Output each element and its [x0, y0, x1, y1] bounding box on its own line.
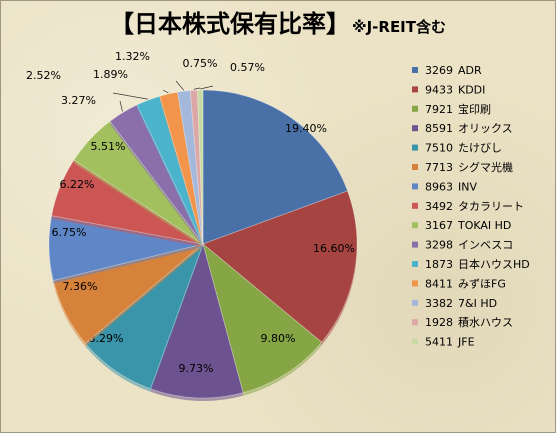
legend-swatch-7921 — [412, 105, 418, 112]
slice-label-3167: 5.51% — [91, 140, 126, 153]
legend-swatch-1928 — [412, 319, 418, 326]
pie-slice-3269 — [202, 89, 349, 245]
legend-label-3167: TOKAI HD — [457, 219, 511, 232]
pie-slice-3382 — [177, 90, 204, 245]
pie-slice-edge-1928 — [190, 93, 203, 248]
legend-swatch-8963 — [412, 183, 418, 190]
pie-slice-3298 — [109, 104, 204, 245]
legend-code-7921: 7921 — [425, 103, 453, 116]
pie-slice-3492 — [51, 159, 204, 245]
legend-swatch-7510 — [412, 144, 418, 151]
legend-swatch-3167 — [412, 222, 418, 229]
slice-label-9433: 16.60% — [313, 242, 355, 255]
pie-slice-7921 — [202, 242, 323, 394]
pie-slice-3167 — [73, 120, 204, 245]
chart-title: 【日本株式保有比率】 ※J-REIT含む — [0, 4, 556, 39]
legend-code-1928: 1928 — [425, 316, 453, 329]
legend-code-7713: 7713 — [425, 161, 453, 174]
legend-label-3492: タカラリート — [458, 200, 524, 213]
pie-slice-8963 — [48, 215, 204, 281]
legend-swatch-5411 — [412, 338, 418, 345]
chart-subtitle: ※J-REIT含む — [352, 18, 446, 36]
pie-slice-1928 — [189, 89, 204, 245]
legend-label-7713: シグマ光機 — [458, 160, 513, 174]
leader-line-5411 — [200, 85, 214, 90]
slice-label-3492: 6.22% — [60, 178, 95, 191]
legend-label-8411: みずほFG — [458, 277, 506, 290]
slice-label-1928: 0.75% — [183, 57, 218, 70]
slice-label-8963: 6.75% — [52, 226, 87, 239]
legend-code-1873: 1873 — [425, 258, 453, 271]
leader-line-1873 — [112, 92, 148, 100]
slice-label-3269: 19.40% — [285, 122, 327, 135]
legend-swatch-3492 — [412, 202, 418, 209]
leader-line-3382 — [175, 80, 185, 91]
legend-swatch-1873 — [412, 261, 418, 267]
leader-line-1928 — [193, 87, 201, 90]
legend-label-5411: JFE — [457, 336, 475, 349]
legend-swatch-7713 — [412, 164, 418, 170]
slice-label-1873: 2.52% — [26, 69, 61, 82]
legend-code-8591: 8591 — [425, 122, 453, 135]
chart-title-main: 【日本株式保有比率】 — [110, 10, 350, 38]
legend-code-9433: 9433 — [425, 83, 453, 96]
leader-line-3298 — [119, 100, 123, 112]
legend-label-8963: INV — [458, 180, 477, 193]
slice-label-5411: 0.57% — [230, 61, 265, 74]
slice-label-3298: 3.27% — [61, 94, 96, 107]
leader-line-8411 — [162, 89, 169, 94]
slice-label-7713: 7.36% — [63, 280, 98, 293]
legend-label-1873: 日本ハウスHD — [458, 257, 530, 271]
pie-slice-5411 — [197, 89, 204, 245]
pie-slice-9433 — [202, 190, 358, 343]
legend-label-3382: 7&I HD — [458, 297, 497, 310]
legend-label-7921: 宝印刷 — [458, 102, 491, 116]
legend-code-5411: 5411 — [425, 336, 453, 349]
legend-label-3269: ADR — [458, 64, 482, 77]
legend-swatch-3269 — [412, 67, 418, 73]
legend-swatch-8411 — [412, 280, 418, 287]
slice-label-8411: 1.89% — [93, 68, 128, 81]
pie-slice-8591 — [149, 242, 244, 399]
legend-code-8411: 8411 — [425, 277, 453, 290]
legend-label-8591: オリックス — [458, 122, 513, 135]
slice-label-3382: 1.32% — [115, 50, 150, 63]
legend-label-1928: 積水ハウス — [458, 315, 513, 329]
legend-code-3382: 3382 — [425, 297, 453, 310]
legend-code-7510: 7510 — [425, 142, 453, 155]
legend-label-9433: KDDI — [458, 83, 485, 96]
slice-label-7921: 9.80% — [261, 332, 296, 345]
pie-slice-8411 — [159, 91, 204, 245]
legend-code-3167: 3167 — [425, 219, 453, 232]
pie-slice-edge-3382 — [177, 93, 203, 247]
legend-code-3492: 3492 — [425, 200, 453, 213]
legend-swatch-9433 — [412, 86, 418, 93]
legend-label-7510: たけびし — [458, 142, 502, 155]
legend-swatch-8591 — [412, 125, 418, 132]
slice-label-8591: 9.73% — [179, 362, 214, 375]
legend-swatch-3382 — [412, 299, 418, 306]
legend-code-3269: 3269 — [425, 64, 453, 77]
legend-code-3298: 3298 — [425, 239, 453, 252]
legend-code-8963: 8963 — [425, 180, 453, 193]
pie-slice-1873 — [136, 95, 204, 245]
legend-label-3298: インベスコ — [458, 239, 513, 252]
legend-swatch-3298 — [412, 241, 418, 248]
